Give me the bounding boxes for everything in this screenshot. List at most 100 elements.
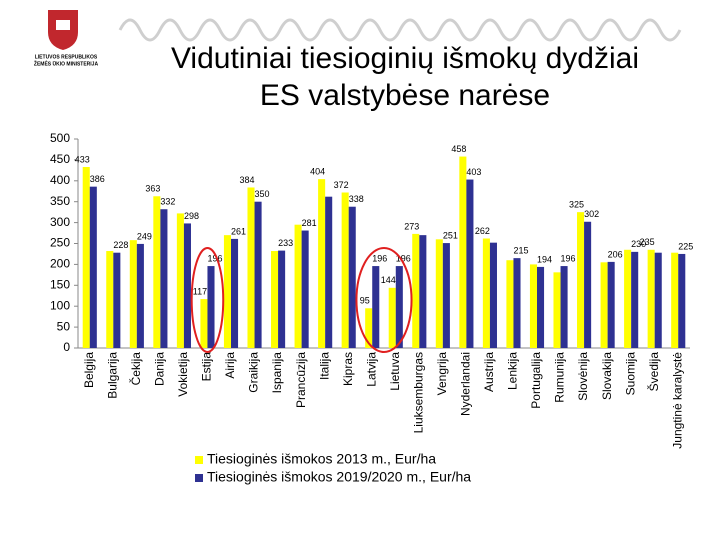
value-label: 95 <box>360 296 370 306</box>
bar <box>459 156 467 348</box>
bar <box>506 260 514 348</box>
value-label: 433 <box>75 154 90 164</box>
bar <box>113 252 121 348</box>
x-tick-label: Slovakija <box>600 352 614 400</box>
y-tick-label: 0 <box>63 340 70 354</box>
value-label: 206 <box>608 249 623 259</box>
x-tick-label: Lenkija <box>506 352 520 390</box>
value-label: 196 <box>372 253 387 263</box>
bar <box>671 252 679 348</box>
x-tick-label: Vokietija <box>176 352 190 397</box>
value-label: 273 <box>404 221 419 231</box>
x-tick-label: Airija <box>223 352 237 379</box>
value-label: 196 <box>396 253 411 263</box>
bar <box>435 239 443 348</box>
bar <box>254 201 262 348</box>
y-tick-label: 400 <box>50 173 70 187</box>
value-label: 249 <box>137 231 152 241</box>
y-tick-label: 350 <box>50 194 70 208</box>
value-label: 261 <box>231 226 246 236</box>
value-label: 196 <box>207 253 222 263</box>
bar <box>553 272 561 348</box>
x-tick-label: Estija <box>200 352 214 382</box>
bar <box>442 243 450 348</box>
value-label: 363 <box>145 184 160 194</box>
value-label: 338 <box>349 194 364 204</box>
value-label: 332 <box>160 197 175 207</box>
value-label: 404 <box>310 167 325 177</box>
y-tick-label: 500 <box>50 131 70 145</box>
bar <box>207 266 215 348</box>
value-label: 325 <box>569 200 584 210</box>
bar <box>607 261 615 348</box>
bar <box>89 186 97 348</box>
highlight-circle <box>190 247 225 353</box>
bar <box>395 266 403 348</box>
x-tick-label: Kipras <box>341 352 355 386</box>
bar <box>294 224 302 348</box>
value-label: 251 <box>443 230 458 240</box>
bar <box>247 187 255 348</box>
bar <box>489 242 497 348</box>
bar <box>318 179 326 348</box>
bar <box>231 238 239 348</box>
y-tick-label: 100 <box>50 298 70 312</box>
bar <box>136 243 144 348</box>
x-tick-label: Čekija <box>128 352 143 386</box>
x-tick-label: Danija <box>153 352 167 386</box>
value-label: 196 <box>561 253 576 263</box>
chart-title: ES valstybėse narėse <box>260 79 550 112</box>
bar <box>176 213 184 348</box>
value-label: 144 <box>381 275 396 285</box>
bar <box>577 212 585 348</box>
header-ornament <box>118 18 682 42</box>
bar <box>341 192 349 348</box>
bar <box>631 251 639 348</box>
x-tick-label: Liuksemburgas <box>411 352 425 433</box>
x-tick-label: Graikija <box>247 352 261 393</box>
y-tick-label: 450 <box>50 152 70 166</box>
x-tick-label: Nyderlandai <box>459 352 473 416</box>
bar <box>106 251 114 348</box>
value-label: 233 <box>278 238 293 248</box>
value-label: 384 <box>239 175 254 185</box>
x-tick-label: Latvija <box>364 352 378 387</box>
x-tick-label: Prancūzija <box>294 352 308 408</box>
x-tick-label: Lietuva <box>388 352 402 391</box>
bar <box>278 250 286 348</box>
value-label: 117 <box>193 286 207 296</box>
value-label: 194 <box>537 254 552 264</box>
bar <box>223 235 231 348</box>
bar <box>160 209 168 348</box>
y-tick-label: 300 <box>50 215 70 229</box>
value-label: 458 <box>451 144 466 154</box>
bar <box>537 266 545 348</box>
bar <box>482 238 490 348</box>
bar <box>412 233 420 348</box>
x-tick-label: Italija <box>317 352 331 380</box>
value-label: 215 <box>513 246 528 256</box>
value-label: 225 <box>678 241 693 251</box>
bar <box>678 253 686 348</box>
value-label: 403 <box>466 167 481 177</box>
legend-swatch <box>195 474 203 482</box>
legend-label: Tiesioginės išmokos 2019/2020 m., Eur/ha <box>207 469 471 485</box>
logo-text: ŽEMĖS ŪKIO MINISTERIJA <box>34 59 99 67</box>
chart-title: Vidutiniai tiesioginių išmokų dydžiai <box>171 42 639 75</box>
value-label: 386 <box>90 174 105 184</box>
x-tick-label: Suomija <box>623 352 637 396</box>
bar <box>600 262 608 348</box>
bar <box>584 221 592 348</box>
x-tick-label: Bulgarija <box>105 352 119 399</box>
bar <box>513 258 521 348</box>
y-tick-label: 250 <box>50 236 70 250</box>
value-label: 228 <box>113 240 128 250</box>
bar <box>372 266 380 348</box>
bar <box>129 240 137 348</box>
value-label: 281 <box>302 218 317 228</box>
logo: LIETUVOS RESPUBLIKOS ŽEMĖS ŪKIO MINISTER… <box>34 10 99 67</box>
bar <box>348 206 356 348</box>
bar <box>183 223 191 348</box>
x-tick-label: Rumunija <box>553 352 567 403</box>
